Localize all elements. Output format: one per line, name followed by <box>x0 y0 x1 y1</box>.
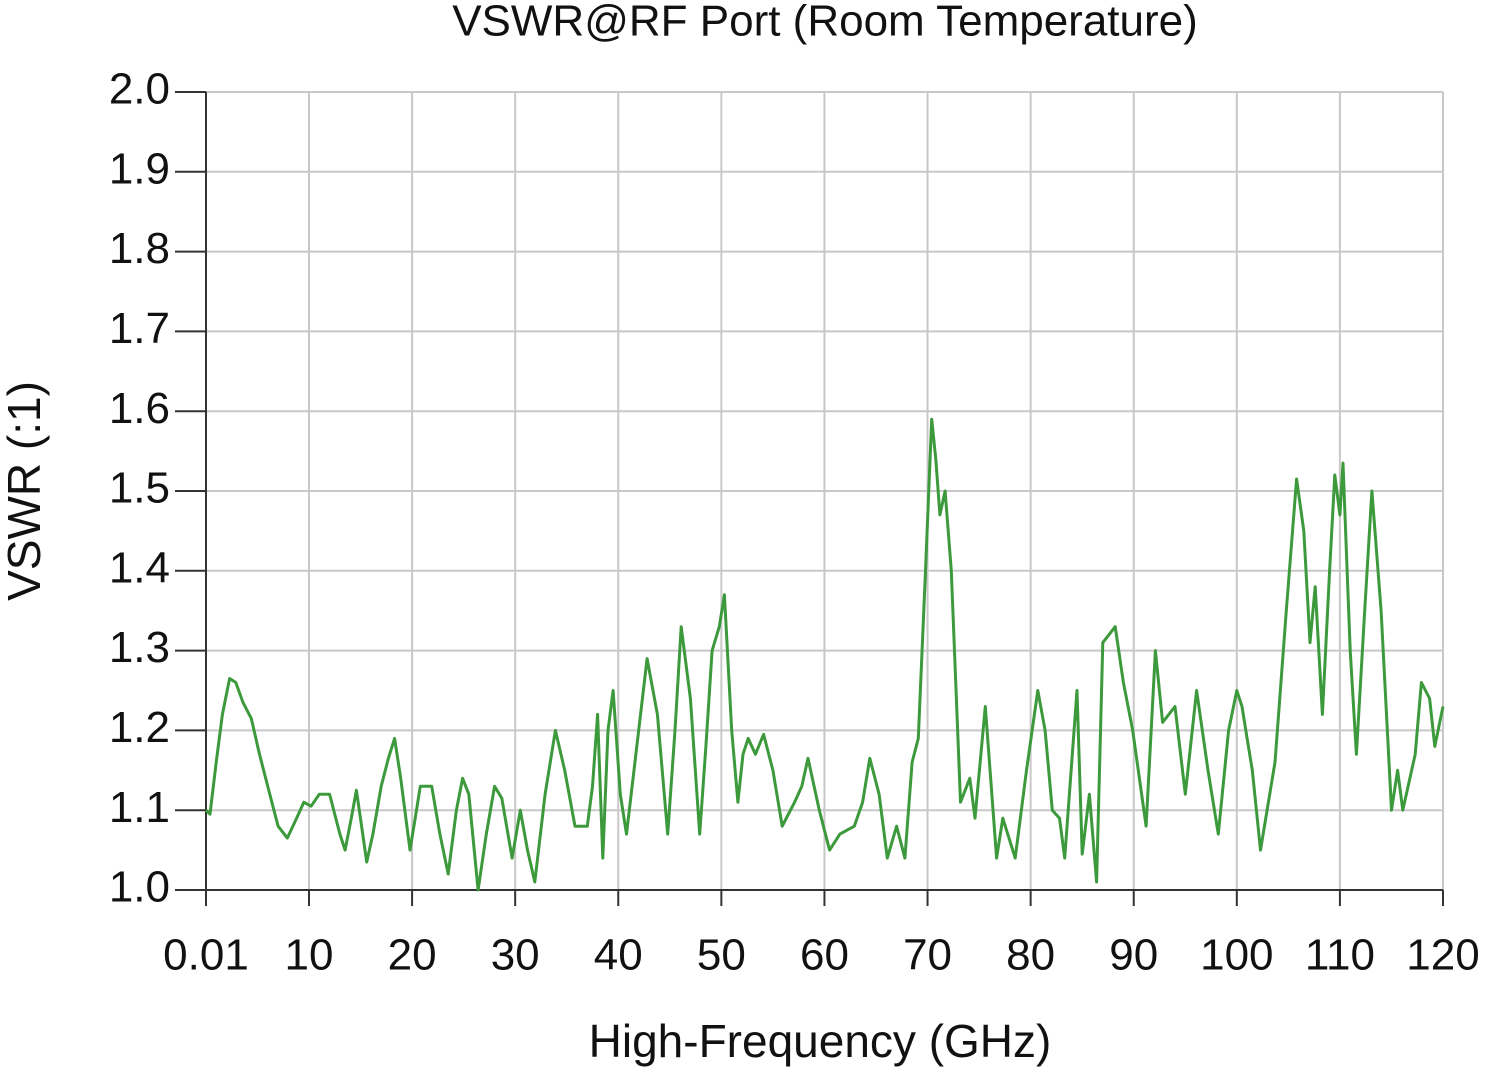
x-tick-label: 20 <box>388 931 437 980</box>
x-tick-label: 10 <box>285 931 334 980</box>
x-tick-label: 60 <box>800 931 849 980</box>
x-tick-label: 70 <box>903 931 952 980</box>
x-tick-label: 30 <box>491 931 540 980</box>
x-tick-label: 120 <box>1406 931 1479 980</box>
y-tick-label: 1.9 <box>109 144 170 193</box>
y-tick-label: 1.6 <box>109 384 170 433</box>
y-tick-label: 1.4 <box>109 543 170 592</box>
y-tick-label: 1.2 <box>109 703 170 752</box>
y-tick-label: 1.1 <box>109 783 170 832</box>
y-tick-label: 1.3 <box>109 623 170 672</box>
y-tick-label: 2.0 <box>109 65 170 114</box>
y-tick-label: 1.8 <box>109 224 170 273</box>
x-axis-label: High-Frequency (GHz) <box>589 1015 1052 1067</box>
x-tick-label: 40 <box>594 931 643 980</box>
data-line <box>204 417 1445 892</box>
y-tick-label: 1.5 <box>109 464 170 513</box>
x-tick-label: 100 <box>1200 931 1273 980</box>
x-tick-label: 80 <box>1006 931 1055 980</box>
y-tick-label: 1.0 <box>109 863 170 912</box>
x-tick-label: 0.01 <box>163 931 249 980</box>
chart-title: VSWR@RF Port (Room Temperature) <box>452 0 1198 46</box>
y-axis-label: VSWR (:1) <box>0 381 50 601</box>
y-tick-label: 1.7 <box>109 304 170 353</box>
x-tick-label: 110 <box>1305 931 1375 980</box>
x-tick-label: 90 <box>1109 931 1158 980</box>
x-tick-label: 50 <box>697 931 746 980</box>
